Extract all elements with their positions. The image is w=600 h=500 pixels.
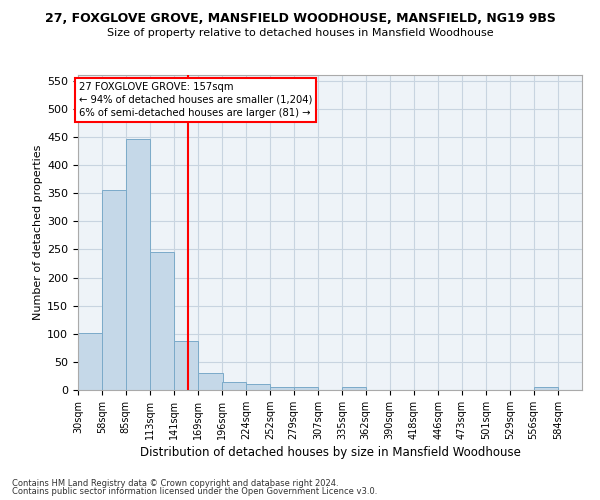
Text: 27, FOXGLOVE GROVE, MANSFIELD WOODHOUSE, MANSFIELD, NG19 9BS: 27, FOXGLOVE GROVE, MANSFIELD WOODHOUSE,… <box>44 12 556 26</box>
Text: 27 FOXGLOVE GROVE: 157sqm
← 94% of detached houses are smaller (1,204)
6% of sem: 27 FOXGLOVE GROVE: 157sqm ← 94% of detac… <box>79 82 312 118</box>
X-axis label: Distribution of detached houses by size in Mansfield Woodhouse: Distribution of detached houses by size … <box>140 446 520 459</box>
Bar <box>222 382 246 390</box>
Text: Contains HM Land Registry data © Crown copyright and database right 2024.: Contains HM Land Registry data © Crown c… <box>12 478 338 488</box>
Bar <box>342 387 367 390</box>
Text: Size of property relative to detached houses in Mansfield Woodhouse: Size of property relative to detached ho… <box>107 28 493 38</box>
Y-axis label: Number of detached properties: Number of detached properties <box>33 145 43 320</box>
Bar <box>78 332 102 390</box>
Text: Contains public sector information licensed under the Open Government Licence v3: Contains public sector information licen… <box>12 487 377 496</box>
Bar <box>246 384 270 390</box>
Bar <box>199 373 223 390</box>
Bar <box>102 190 127 390</box>
Bar <box>150 252 174 390</box>
Bar <box>174 340 199 390</box>
Bar <box>125 139 150 390</box>
Bar <box>293 387 318 390</box>
Bar <box>270 386 295 390</box>
Bar <box>533 387 558 390</box>
